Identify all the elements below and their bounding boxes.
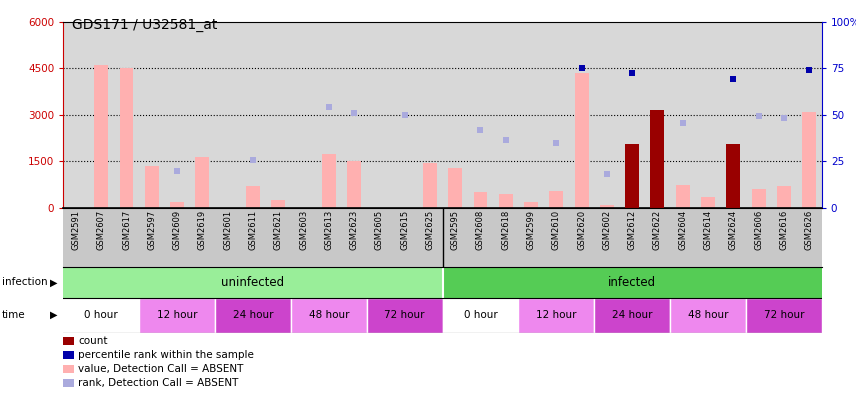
Bar — [423, 163, 437, 208]
Text: GSM2611: GSM2611 — [248, 210, 258, 250]
Text: GSM2625: GSM2625 — [425, 210, 434, 250]
Bar — [651, 110, 664, 208]
Text: percentile rank within the sample: percentile rank within the sample — [78, 350, 253, 360]
Bar — [140, 298, 215, 333]
Text: GSM2612: GSM2612 — [627, 210, 637, 250]
Text: 12 hour: 12 hour — [536, 310, 577, 320]
Text: GSM2607: GSM2607 — [97, 210, 106, 250]
Text: GSM2602: GSM2602 — [603, 210, 611, 250]
Text: 12 hour: 12 hour — [157, 310, 198, 320]
Text: rank, Detection Call = ABSENT: rank, Detection Call = ABSENT — [78, 378, 238, 388]
Bar — [215, 298, 291, 333]
Text: uninfected: uninfected — [222, 276, 284, 289]
Text: GSM2621: GSM2621 — [274, 210, 282, 250]
Bar — [322, 154, 336, 208]
Text: count: count — [78, 335, 107, 346]
Bar — [195, 157, 210, 208]
Text: GSM2610: GSM2610 — [552, 210, 561, 250]
Text: 48 hour: 48 hour — [308, 310, 349, 320]
Bar — [574, 73, 589, 208]
Bar — [651, 112, 664, 208]
Text: GSM2613: GSM2613 — [324, 210, 333, 250]
Bar — [746, 298, 822, 333]
Bar — [291, 298, 366, 333]
Text: 0 hour: 0 hour — [464, 310, 497, 320]
Bar — [94, 65, 108, 208]
Text: 24 hour: 24 hour — [233, 310, 273, 320]
Text: GSM2606: GSM2606 — [754, 210, 763, 250]
Bar — [727, 144, 740, 208]
Text: 72 hour: 72 hour — [764, 310, 804, 320]
Bar — [625, 146, 639, 208]
Text: GSM2618: GSM2618 — [502, 210, 510, 250]
Text: GSM2603: GSM2603 — [299, 210, 308, 250]
Text: GSM2614: GSM2614 — [704, 210, 712, 250]
Bar — [625, 144, 639, 208]
Text: ▶: ▶ — [50, 310, 57, 320]
Bar — [120, 68, 134, 208]
Text: GSM2609: GSM2609 — [173, 210, 181, 250]
Text: GSM2604: GSM2604 — [678, 210, 687, 250]
Bar — [271, 200, 285, 208]
Text: GSM2622: GSM2622 — [653, 210, 662, 250]
Bar — [170, 202, 184, 208]
Bar — [63, 298, 140, 333]
Text: infection: infection — [2, 277, 47, 287]
Text: GSM2615: GSM2615 — [400, 210, 409, 250]
Text: GSM2605: GSM2605 — [375, 210, 383, 250]
Text: time: time — [2, 310, 26, 320]
Bar — [600, 205, 614, 208]
Bar — [524, 202, 538, 208]
Bar — [473, 192, 487, 208]
Bar — [670, 298, 746, 333]
Text: GSM2601: GSM2601 — [223, 210, 232, 250]
Text: GSM2591: GSM2591 — [72, 210, 80, 250]
Text: GSM2619: GSM2619 — [198, 210, 207, 250]
Text: GSM2608: GSM2608 — [476, 210, 485, 250]
Text: GSM2597: GSM2597 — [147, 210, 157, 250]
Text: GSM2599: GSM2599 — [526, 210, 536, 250]
Text: infected: infected — [608, 276, 657, 289]
Bar — [449, 168, 462, 208]
Bar — [63, 267, 443, 298]
Text: 48 hour: 48 hour — [687, 310, 728, 320]
Bar — [752, 189, 765, 208]
Text: GSM2617: GSM2617 — [122, 210, 131, 250]
Bar — [802, 112, 816, 208]
Text: 72 hour: 72 hour — [384, 310, 425, 320]
Bar — [366, 298, 443, 333]
Bar — [443, 267, 822, 298]
Bar — [443, 298, 519, 333]
Bar — [145, 166, 158, 208]
Bar — [550, 191, 563, 208]
Text: GSM2616: GSM2616 — [779, 210, 788, 250]
Text: GSM2623: GSM2623 — [349, 210, 359, 250]
Bar — [519, 298, 594, 333]
Text: GSM2626: GSM2626 — [805, 210, 813, 250]
Text: GDS171 / U32581_at: GDS171 / U32581_at — [72, 18, 217, 32]
Bar — [701, 197, 715, 208]
Text: value, Detection Call = ABSENT: value, Detection Call = ABSENT — [78, 364, 243, 374]
Bar — [499, 194, 513, 208]
Text: GSM2620: GSM2620 — [577, 210, 586, 250]
Text: GSM2595: GSM2595 — [451, 210, 460, 250]
Text: 24 hour: 24 hour — [612, 310, 652, 320]
Bar — [246, 186, 260, 208]
Bar — [727, 146, 740, 208]
Bar — [348, 161, 361, 208]
Bar — [594, 298, 670, 333]
Text: 0 hour: 0 hour — [85, 310, 118, 320]
Text: GSM2624: GSM2624 — [728, 210, 738, 250]
Text: ▶: ▶ — [50, 277, 57, 287]
Bar — [675, 185, 690, 208]
Bar — [777, 186, 791, 208]
